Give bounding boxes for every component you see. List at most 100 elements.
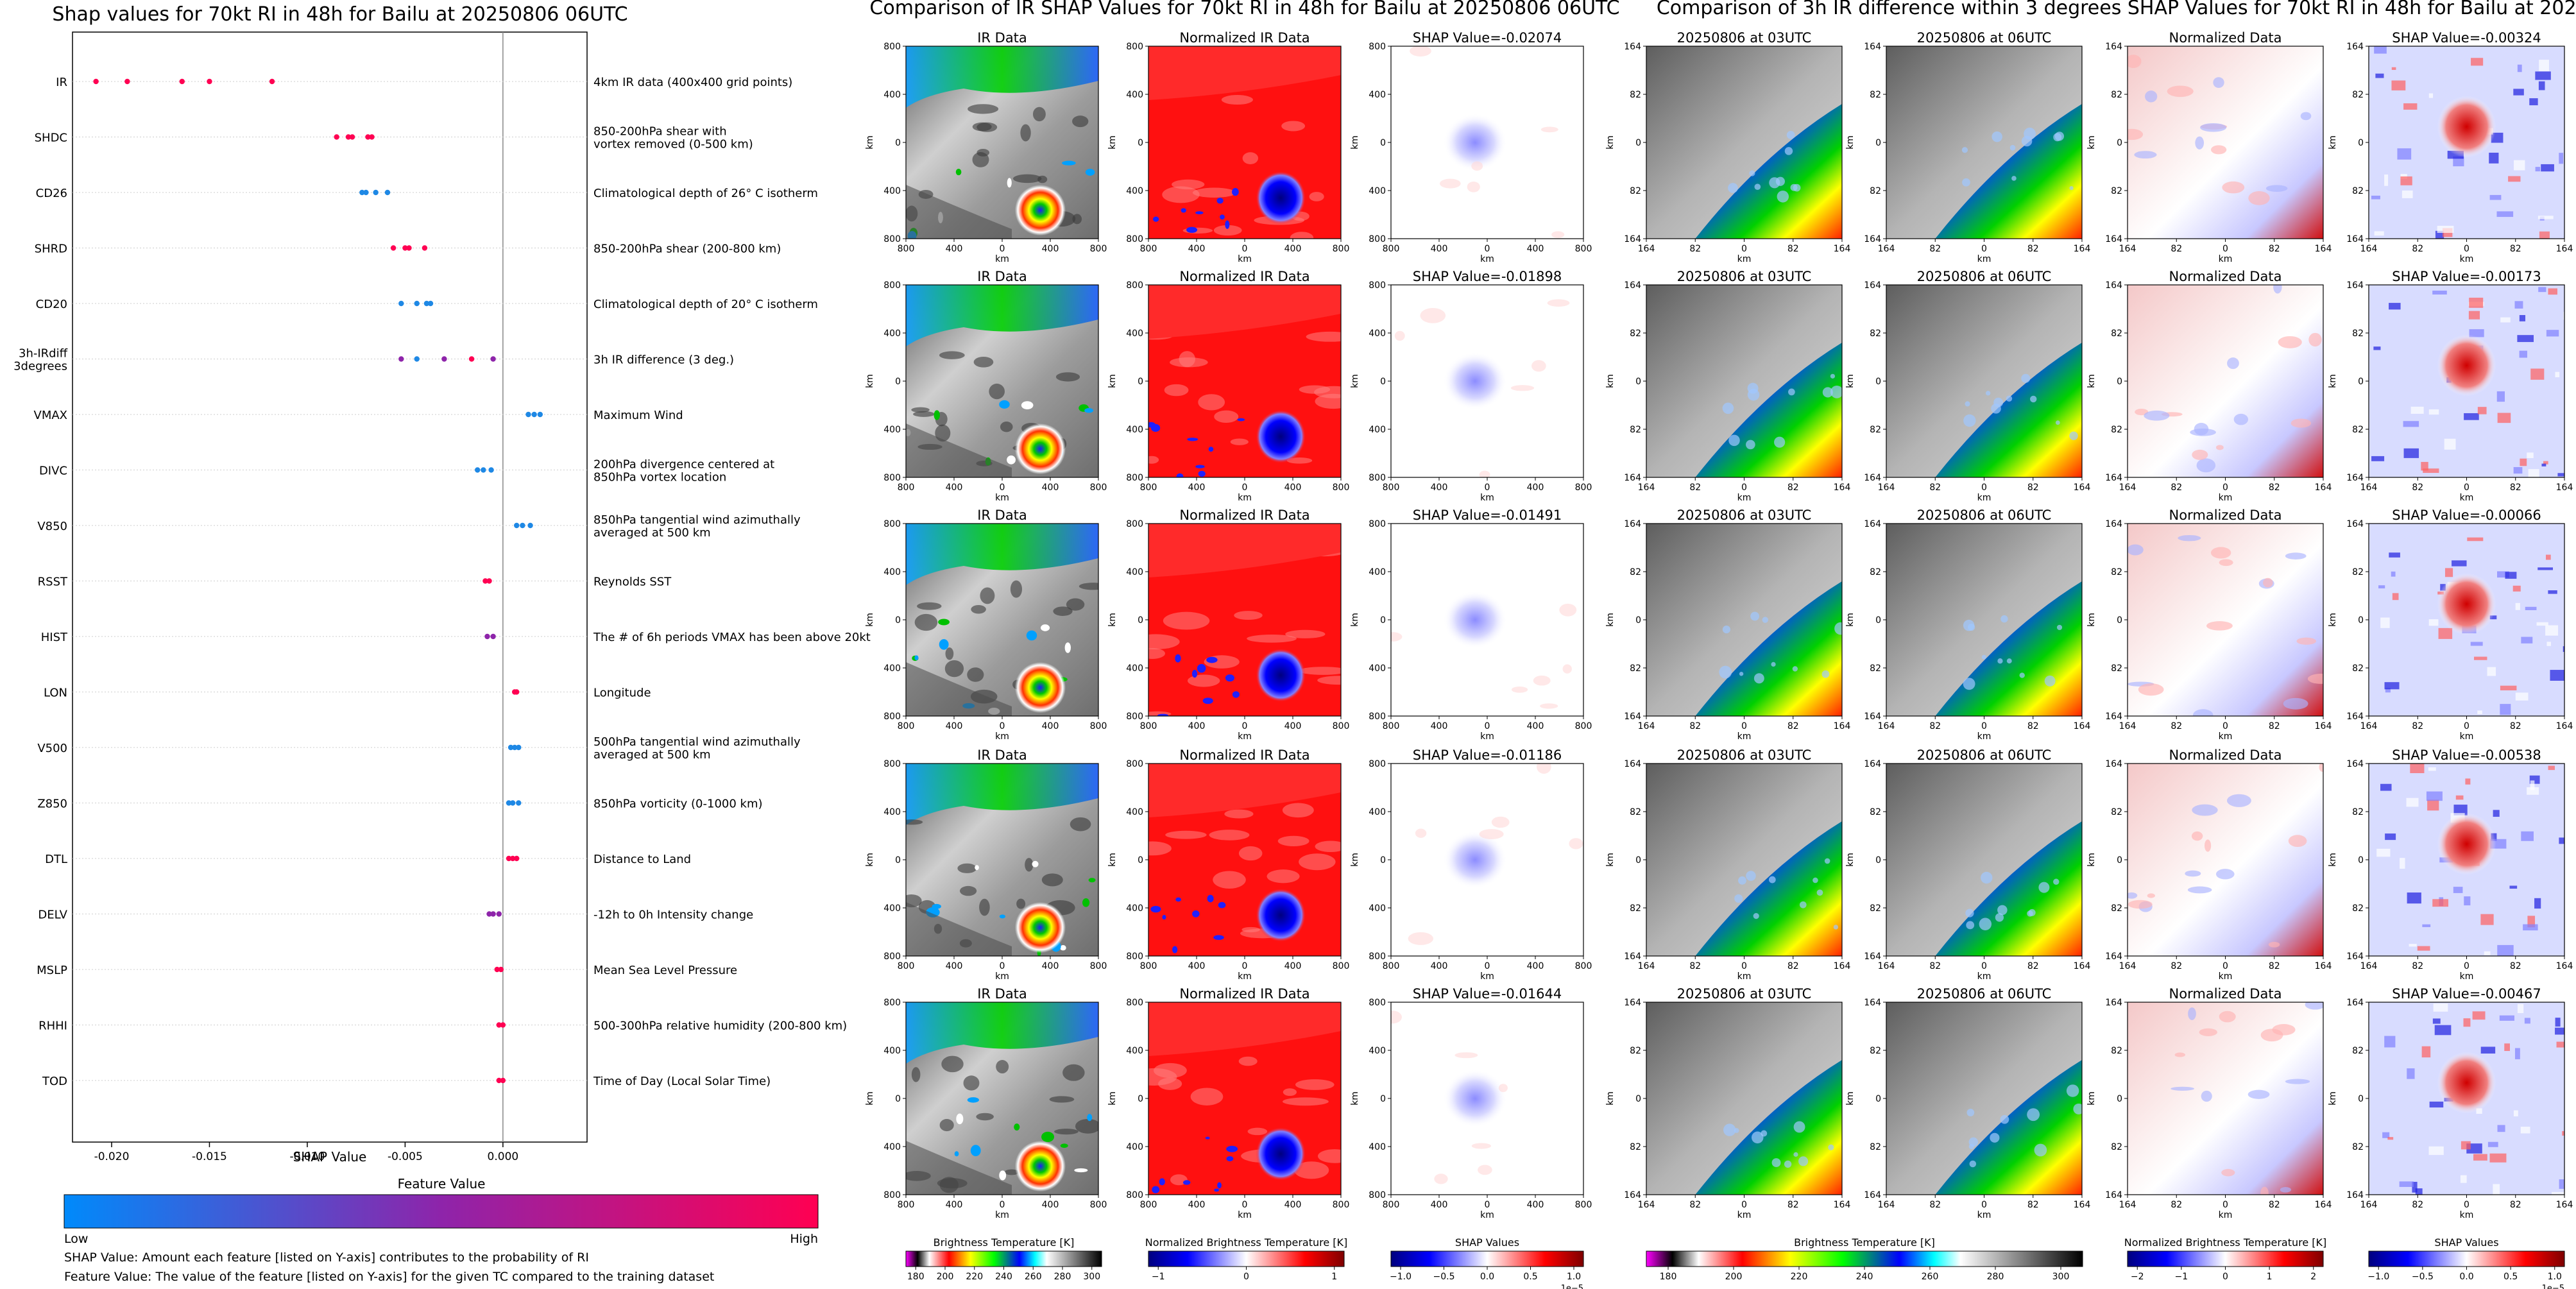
shap-point xyxy=(334,134,339,140)
x-tick-label: 400 xyxy=(1431,482,1448,493)
x-tick-label: 0 xyxy=(1485,482,1490,493)
shap-point xyxy=(402,245,408,251)
beeswarm-panel: Shap values for 70kt RI in 48h for Bailu… xyxy=(13,3,871,1284)
y-tick-label: 164 xyxy=(1624,42,1641,52)
panel-title: Normalized Data xyxy=(2169,508,2282,523)
panel-image xyxy=(1646,764,1842,956)
y-tick-label: 800 xyxy=(1126,759,1143,769)
y-tick-label: 82 xyxy=(1630,425,1641,435)
x-tick-label: 0 xyxy=(1741,721,1747,731)
feature-description: 850-200hPa shear with vortex removed (0-5… xyxy=(593,125,753,151)
shap-point xyxy=(390,245,397,251)
shap-point xyxy=(527,522,533,529)
x-tick-label: 800 xyxy=(1333,1200,1350,1210)
x-tick-label: 800 xyxy=(1383,244,1400,254)
x-axis-label: km xyxy=(2219,1210,2233,1220)
image-panel: 20250806 at 03UTC1641648282008282164164k… xyxy=(1605,269,1850,503)
y-tick-label: 164 xyxy=(2105,473,2122,483)
x-tick-label: 82 xyxy=(2027,721,2039,731)
image-panel: SHAP Value=-0.01186800800400400004004008… xyxy=(1350,747,1592,982)
panel-title: 20250806 at 06UTC xyxy=(1917,986,2052,1002)
colorbar-tick-label: 180 xyxy=(1660,1272,1677,1282)
x-tick-label: 0 xyxy=(2222,721,2228,731)
feature-description: 3h IR difference (3 deg.) xyxy=(593,354,734,367)
y-tick-label: 164 xyxy=(1864,1190,1881,1200)
y-tick-label: 0 xyxy=(1635,615,1641,626)
colorbar-label: Normalized Brightness Temperature [K] xyxy=(2124,1236,2327,1249)
x-axis-label: km xyxy=(1737,254,1752,264)
y-tick-label: 0 xyxy=(1635,1094,1641,1104)
y-axis-label: km xyxy=(1350,374,1360,388)
y-axis-label: km xyxy=(2086,135,2097,149)
ir-comparison-title: Comparison of IR SHAP Values for 70kt RI… xyxy=(869,0,1619,19)
y-tick-label: 164 xyxy=(1624,519,1641,529)
y-tick-label: 800 xyxy=(883,473,901,483)
x-tick-label: 800 xyxy=(1575,961,1592,971)
y-tick-label: 82 xyxy=(2111,425,2122,435)
y-tick-label: 800 xyxy=(1369,280,1386,291)
panel-title: SHAP Value=-0.01186 xyxy=(1413,747,1562,763)
ir-colorbars: Brightness Temperature [K] 180 200 220 240 26… xyxy=(905,1236,1584,1289)
y-tick-label: 0 xyxy=(895,1094,901,1104)
panel-image xyxy=(1886,285,2082,477)
y-tick-label: 164 xyxy=(2346,519,2364,529)
feature-label: MSLP xyxy=(37,964,67,977)
panel-image xyxy=(1646,524,1842,716)
image-panel: Normalized IR Data8008004004000040040080… xyxy=(1107,30,1349,264)
y-tick-label: 0 xyxy=(1635,377,1641,387)
colorbar-tick-label: 240 xyxy=(1856,1272,1873,1282)
panel-image xyxy=(1886,524,2082,716)
x-tick-label: 800 xyxy=(1090,244,1107,254)
x-tick-label: 400 xyxy=(946,961,963,971)
y-tick-label: 800 xyxy=(1126,42,1143,52)
x-tick-label: 800 xyxy=(1140,1200,1157,1210)
y-axis-label: km xyxy=(1350,853,1360,867)
shap-point xyxy=(537,411,543,418)
x-tick-label: 0 xyxy=(1000,721,1005,731)
y-axis-label: km xyxy=(1107,853,1118,867)
y-tick-label: 400 xyxy=(1126,903,1143,914)
x-tick-label: 82 xyxy=(1689,244,1701,254)
shap-point xyxy=(475,467,481,473)
panel-image xyxy=(2369,46,2564,239)
feature-description: The # of 6h periods VMAX has been above … xyxy=(593,631,871,644)
x-tick-label: 82 xyxy=(2412,482,2423,493)
shap-point xyxy=(496,911,502,917)
y-axis-label: km xyxy=(2328,374,2338,388)
image-panel: SHAP Value=-0.02074800800400400004004008… xyxy=(1350,30,1592,264)
colorbar-label: SHAP Values xyxy=(2434,1236,2498,1249)
y-axis-label: km xyxy=(2086,374,2097,388)
y-tick-label: 164 xyxy=(2105,519,2122,529)
y-tick-label: 164 xyxy=(1864,759,1881,769)
y-tick-label: 164 xyxy=(2105,759,2122,769)
colorbar-gradient xyxy=(1390,1251,1584,1267)
y-axis-label: km xyxy=(2086,613,2097,627)
panel-title: SHAP Value=-0.01644 xyxy=(1413,986,1562,1002)
y-axis-label: km xyxy=(2328,853,2338,867)
feature-label: SHRD xyxy=(35,243,67,256)
panel-title: Normalized IR Data xyxy=(1179,269,1309,284)
x-tick-label: 82 xyxy=(2412,244,2423,254)
x-tick-label: 164 xyxy=(2315,1200,2332,1210)
x-tick-label: 400 xyxy=(1527,721,1544,731)
colorbar-tick-label: −1.0 xyxy=(1390,1272,1412,1282)
shap-point xyxy=(490,633,496,640)
shap-point xyxy=(398,300,404,307)
x-axis-label: km xyxy=(2219,254,2233,264)
y-tick-label: 0 xyxy=(895,138,901,148)
y-tick-label: 82 xyxy=(2352,807,2364,817)
y-tick-label: 0 xyxy=(1875,855,1881,866)
y-tick-label: 0 xyxy=(1380,377,1386,387)
panel-image xyxy=(1886,46,2082,239)
feature-label: CD20 xyxy=(36,298,67,311)
colorbar-tick-label: 0.5 xyxy=(1523,1272,1537,1282)
image-panel: Normalized IR Data8008004004000040040080… xyxy=(1107,508,1349,742)
shap-point xyxy=(500,1022,506,1028)
y-tick-label: 82 xyxy=(1630,567,1641,577)
